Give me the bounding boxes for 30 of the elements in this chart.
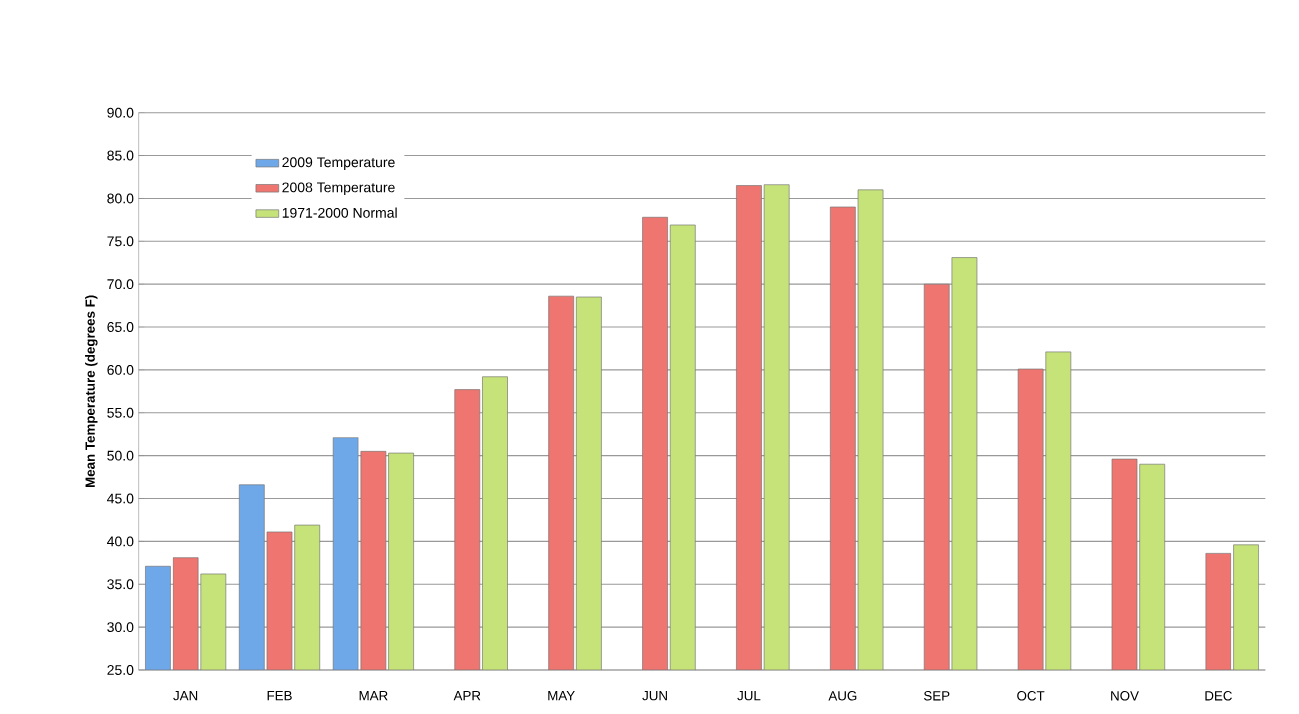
y-axis-title: Mean Temperature (degrees F): [85, 295, 98, 488]
x-tick-label: SEP: [924, 691, 950, 701]
y-tick-label: 90.0: [107, 107, 134, 118]
y-tick-label: 65.0: [107, 322, 134, 332]
y-tick-label: 30.0: [107, 622, 134, 633]
y-tick-label: 35.0: [107, 579, 134, 590]
x-tick-label: JAN: [173, 691, 198, 701]
y-tick-label: 85.0: [107, 150, 134, 161]
legend-label: 2008 Temperature: [282, 182, 395, 196]
x-tick-label: JUN: [642, 691, 667, 701]
y-tick-label: 60.0: [107, 364, 134, 375]
legend-label: 2009 Temperature: [282, 157, 395, 170]
y-tick-label: 55.0: [107, 407, 134, 418]
y-tick-label: 80.0: [107, 193, 134, 204]
y-tick-label: 25.0: [107, 665, 134, 675]
x-tick-label: JUL: [737, 691, 761, 701]
x-tick-label: FEB: [267, 691, 292, 701]
y-tick-label: 75.0: [107, 236, 134, 247]
y-tick-label: 45.0: [107, 493, 134, 504]
y-tick-label: 50.0: [107, 450, 134, 461]
x-tick-label: APR: [453, 691, 481, 701]
x-tick-label: AUG: [828, 691, 857, 701]
x-tick-label: DEC: [1205, 691, 1232, 701]
x-tick-label: MAR: [359, 691, 388, 701]
x-tick-label: MAY: [548, 691, 575, 701]
y-tick-label: 70.0: [107, 279, 134, 290]
legend-label: 1971-2000 Normal: [282, 207, 397, 218]
x-tick-label: OCT: [1017, 691, 1045, 701]
x-tick-label: NOV: [1111, 691, 1139, 701]
y-tick-label: 40.0: [107, 536, 134, 547]
